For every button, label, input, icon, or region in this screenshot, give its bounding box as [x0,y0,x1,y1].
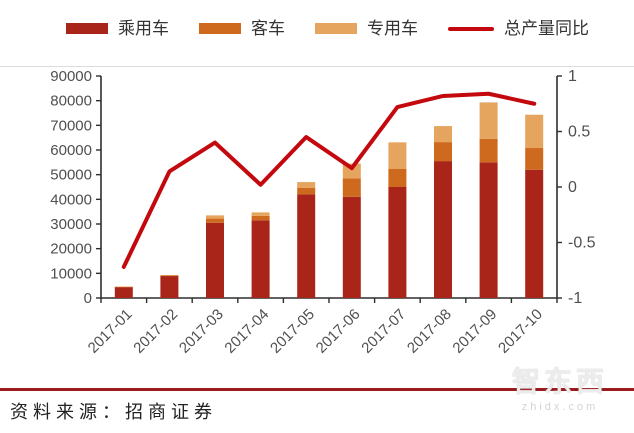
x-axis-label: 2017-08 [404,306,455,357]
x-axis-label: 2017-07 [358,306,409,357]
legend-label: 总产量同比 [504,19,589,38]
footer-divider-line [0,388,634,391]
legend-item-总产量同比: 总产量同比 [448,20,589,37]
bar-segment-客车 [525,148,544,170]
bar-segment-客车 [479,138,498,163]
bar-segment-专用车 [114,286,133,288]
x-axis-label: 2017-01 [85,306,136,357]
bar-segment-客车 [434,142,452,162]
bar-segment-乘用车 [251,220,270,298]
bar-segment-客车 [160,275,179,277]
bar-segment-乘用车 [434,161,452,298]
left-axis-label: 80000 [50,93,92,110]
right-axis-label: 0 [568,179,577,196]
right-axis-label: 0.5 [568,124,590,141]
legend-item-专用车: 专用车 [315,20,418,37]
left-axis-label: 20000 [50,241,92,258]
bar-segment-客车 [251,215,270,221]
bar-segment-乘用车 [479,162,498,298]
legend-item-乘用车: 乘用车 [66,20,169,37]
bar-segment-乘用车 [206,222,224,298]
left-axis-label: 90000 [50,68,92,85]
left-axis-label: 0 [84,290,92,307]
x-axis-label: 2017-05 [267,306,318,357]
bar-segment-客车 [388,168,407,187]
left-axis-label: 10000 [50,265,92,282]
source-text: 资料来源：招商证券 [10,402,217,422]
bar-segment-专用车 [251,212,270,216]
yoy-line [121,91,537,269]
bar-segment-专用车 [297,182,316,188]
left-axis-label: 50000 [50,167,92,184]
legend-label: 专用车 [367,19,418,38]
left-axis-label: 30000 [50,216,92,233]
bar-segment-专用车 [479,102,498,139]
left-axis-label: 60000 [50,142,92,159]
x-axis-label: 2017-02 [130,306,181,357]
bar-segment-专用车 [434,126,452,143]
bar-segment-乘用车 [342,196,361,298]
right-axis-label: -0.5 [568,235,596,252]
x-axis-label: 2017-09 [449,306,500,357]
legend-divider-line [0,66,634,67]
right-axis-label: 1 [568,68,577,85]
bar-segment-乘用车 [525,169,544,298]
chart-legend: 乘用车 客车 专用车 总产量同比 [66,20,589,37]
bar-segment-乘用车 [297,194,316,298]
watermark-url: zhidx.com [521,401,599,414]
right-axis-label: -1 [568,290,582,307]
legend-label: 客车 [251,19,285,38]
bar-segment-客车 [297,187,316,195]
bar-segment-客车 [206,218,224,223]
left-axis-label: 40000 [50,191,92,208]
bar-segment-客车 [342,178,361,197]
bar-segment-乘用车 [388,187,407,298]
x-axis-label: 2017-06 [313,306,364,357]
x-axis-label: 2017-03 [176,306,227,357]
bar-segment-专用车 [160,275,179,276]
bar-segment-专用车 [525,114,544,149]
legend-label: 乘用车 [118,19,169,38]
bar-segment-乘用车 [160,276,179,298]
legend-bar-swatch [315,23,357,34]
legend-line-swatch [448,26,494,31]
combo-chart: 0 10000 20000 30000 40000 50000 60000 70000 8000… [50,68,596,357]
legend-bar-swatch [199,23,241,34]
bar-segment-专用车 [388,142,407,169]
left-axis-label: 70000 [50,117,92,134]
x-axis-label: 2017-04 [221,306,272,357]
bar-segment-乘用车 [114,287,133,298]
legend-item-客车: 客车 [199,20,285,37]
bar-segment-专用车 [206,215,224,219]
legend-bar-swatch [66,23,108,34]
x-axis-label: 2017-10 [495,306,546,357]
